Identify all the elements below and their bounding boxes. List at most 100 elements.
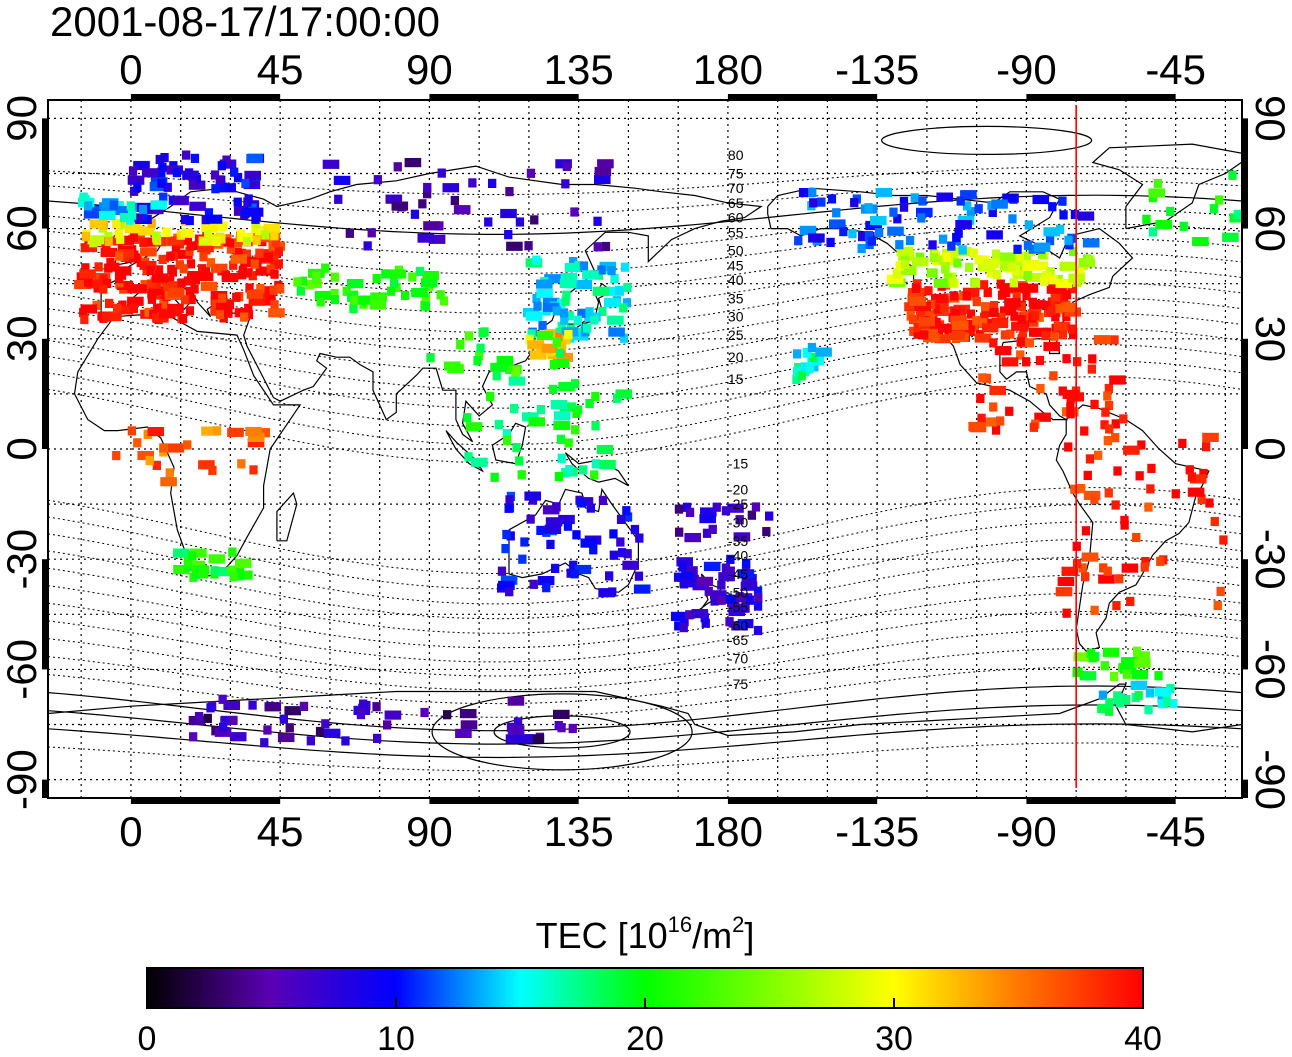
tec-pixel [1051, 312, 1060, 322]
tec-pixel [1010, 283, 1028, 293]
coastline-segment [276, 491, 298, 542]
tec-pixel [116, 220, 126, 230]
tec-pixel [745, 595, 755, 605]
tec-pixel [1215, 195, 1224, 205]
tec-pixel [190, 153, 200, 163]
tec-pixel [1062, 290, 1072, 300]
tec-pixel [346, 279, 364, 289]
tec-pixel [920, 330, 929, 340]
tec-pixel [670, 611, 688, 621]
tec-pixel [381, 269, 390, 279]
tec-pixel [126, 201, 135, 211]
right-lat-tick-label: -30 [1247, 529, 1292, 590]
tec-pixel [726, 554, 735, 564]
tec-pixel [321, 719, 330, 729]
tec-pixel [850, 198, 859, 208]
left-lat-tick-label: 90 [0, 95, 45, 142]
tec-pixel [1104, 706, 1114, 716]
tec-pixel [1122, 669, 1131, 679]
tec-pixel [1216, 586, 1225, 596]
tec-pixel [1111, 433, 1120, 443]
tec-pixel [745, 619, 754, 629]
right-lat-tick-label: -60 [1247, 639, 1292, 700]
tec-pixel [243, 179, 261, 190]
tec-pixel [798, 188, 816, 198]
bottom-lon-tick-label: -90 [996, 808, 1057, 855]
tec-pixel [240, 312, 249, 322]
tec-pixel [185, 306, 194, 316]
tec-pixel [459, 709, 477, 719]
tec-pixel [598, 588, 615, 598]
left-lat-tick-label: -60 [0, 639, 45, 700]
tec-pixel [527, 340, 544, 350]
tec-pixel [244, 310, 254, 320]
tec-pixel [266, 264, 275, 274]
tec-pixel [1115, 698, 1125, 708]
tec-pixel [505, 495, 514, 505]
tec-pixel [183, 235, 192, 246]
maglat-contour [48, 592, 1242, 663]
maglat-contour [48, 166, 1242, 195]
tec-pixel [797, 371, 806, 381]
tec-pixel [691, 609, 709, 619]
tec-pixel [330, 288, 339, 299]
tec-pixel [206, 258, 216, 268]
tec-pixel [255, 266, 273, 276]
tec-pixel [119, 213, 129, 223]
tec-pixel [274, 247, 283, 257]
tec-pixel [1090, 494, 1099, 504]
tec-pixel [293, 277, 302, 287]
tec-pixel [1163, 697, 1172, 707]
tec-pixel [558, 382, 575, 392]
tec-pixel [1015, 256, 1024, 267]
tec-pixel [158, 237, 167, 247]
maglat-label: 75 [728, 165, 744, 181]
tec-pixel [415, 266, 425, 276]
tec-pixel [684, 571, 693, 582]
tec-pixel [1005, 406, 1014, 416]
tec-pixel [248, 700, 257, 710]
tec-pixel [1121, 563, 1139, 573]
tec-pixel [971, 278, 981, 288]
tec-pixel [387, 286, 396, 296]
tec-pixel [527, 329, 536, 339]
tec-pixel [524, 241, 533, 251]
tec-pixel [948, 256, 957, 266]
tec-pixel [619, 333, 629, 343]
tec-pixel [114, 266, 132, 276]
tec-pixel [473, 356, 482, 366]
tec-pixel [506, 531, 515, 541]
maglat-contour [48, 629, 1242, 691]
tec-pixel [354, 295, 372, 305]
tec-pixel [393, 162, 402, 172]
tec-pixel [1016, 337, 1025, 347]
tec-pixel [1157, 693, 1166, 704]
tec-pixel [983, 287, 992, 298]
tec-pixel [79, 192, 88, 202]
tec-pixel [503, 435, 512, 445]
tec-pixel [158, 162, 167, 172]
tec-pixel [969, 248, 979, 258]
tec-pixel [960, 190, 977, 200]
tec-pixel [190, 284, 199, 294]
tec-pixel [220, 716, 229, 726]
tec-pixel [244, 170, 261, 180]
tec-pixel [1147, 463, 1156, 473]
tec-pixel [518, 554, 527, 564]
tec-pixel [250, 259, 259, 269]
tec-pixel [1021, 283, 1039, 293]
tec-pixel [186, 241, 195, 251]
tec-pixel [1066, 409, 1075, 419]
tec-pixel [105, 298, 114, 308]
tec-pixel [1067, 324, 1076, 334]
tec-pixel [1073, 652, 1091, 662]
tec-pixel [79, 269, 96, 279]
tec-pixel [991, 318, 1009, 329]
tec-pixel [590, 315, 599, 325]
tec-pixel [210, 566, 220, 576]
tec-pixel [942, 252, 951, 263]
tec-pixel [927, 299, 936, 309]
tec-pixel [233, 247, 242, 258]
tec-pixel [582, 270, 599, 280]
tec-pixel [621, 262, 630, 272]
